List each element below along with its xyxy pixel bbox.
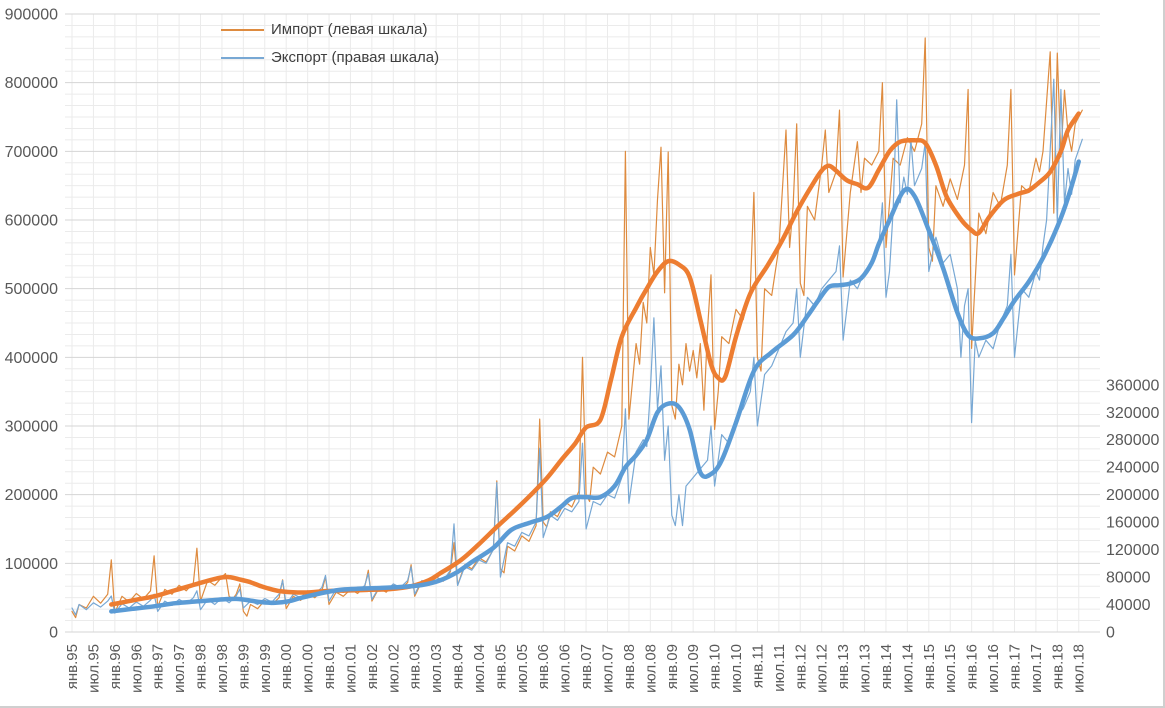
- x-tick-label: июл.04: [471, 644, 488, 693]
- series-import-trend: [109, 111, 1081, 607]
- x-tick-label: июл.03: [428, 644, 445, 693]
- x-tick-label: янв.08: [621, 644, 638, 689]
- legend-import-label: Импорт (левая шкала): [271, 21, 428, 38]
- x-tick-label: июл.08: [642, 644, 659, 693]
- series-line: [71, 78, 1083, 616]
- x-tick-label: июл.15: [942, 644, 959, 693]
- export-line-swatch: [221, 56, 264, 59]
- legend-export-label: Экспорт (правая шкала): [271, 49, 440, 66]
- y-right-tick-label: 360000: [1106, 377, 1159, 394]
- x-tick-label: июл.00: [300, 644, 317, 693]
- x-tick-label: янв.99: [235, 644, 252, 689]
- y-left-tick-label: 500000: [5, 281, 58, 298]
- x-tick-label: янв.07: [578, 644, 595, 689]
- x-tick-label: июл.98: [214, 644, 231, 693]
- x-tick-label: июл.96: [128, 644, 145, 693]
- x-tick-label: янв.13: [835, 644, 852, 689]
- y-left-tick-label: 800000: [5, 75, 58, 92]
- y-left-tick-label: 200000: [5, 487, 58, 504]
- x-tick-label: июл.07: [600, 644, 617, 693]
- x-tick-label: июл.02: [385, 644, 402, 693]
- x-tick-label: июл.13: [857, 644, 874, 693]
- x-tick-label: янв.06: [535, 644, 552, 689]
- x-tick-label: янв.04: [450, 644, 467, 689]
- x-tick-label: янв.15: [921, 644, 938, 689]
- y-right-tick-label: 40000: [1106, 597, 1151, 614]
- gridlines-minor: [65, 24, 1100, 622]
- y-right-tick-label: 160000: [1106, 515, 1159, 532]
- x-tick-label: янв.03: [407, 644, 424, 689]
- x-tick-label: июл.18: [1071, 644, 1088, 693]
- legend-item-export[interactable]: Экспорт (правая шкала): [221, 47, 439, 68]
- x-tick-label: июл.17: [1028, 644, 1045, 693]
- y-axis-right-labels: 0 40000 80000 120000 160000 200000 240000 28000…: [1106, 377, 1159, 641]
- x-tick-label: июл.10: [728, 644, 745, 693]
- x-tick-label: янв.02: [364, 644, 381, 689]
- x-tick-label: янв.97: [150, 644, 167, 689]
- y-right-tick-label: 120000: [1106, 542, 1159, 559]
- series-export-monthly: [71, 78, 1083, 616]
- x-axis-labels: янв.95 июл.95 янв.96 июл.96 янв.97 июл.97 янв.…: [64, 644, 1088, 693]
- series-line: [71, 37, 1083, 619]
- y-left-tick-label: 600000: [5, 213, 58, 230]
- x-tick-label: янв.10: [707, 644, 724, 689]
- x-tick-label: июл.06: [557, 644, 574, 693]
- y-right-tick-label: 200000: [1106, 487, 1159, 504]
- x-tick-label: янв.95: [64, 644, 81, 689]
- x-tick-label: янв.09: [664, 644, 681, 689]
- series-line: [109, 111, 1081, 607]
- y-left-tick-label: 700000: [5, 144, 58, 161]
- x-tick-label: июл.16: [985, 644, 1002, 693]
- x-tick-label: июл.97: [171, 644, 188, 693]
- x-tick-label: июл.09: [685, 644, 702, 693]
- x-tick-label: янв.05: [492, 644, 509, 689]
- series-export-trend: [109, 159, 1081, 614]
- y-right-tick-label: 0: [1106, 625, 1115, 642]
- y-left-tick-label: 0: [49, 625, 58, 642]
- y-right-tick-label: 240000: [1106, 460, 1159, 477]
- x-tick-label: янв.98: [193, 644, 210, 689]
- x-tick-label: янв.12: [792, 644, 809, 689]
- chart-legend: Импорт (левая шкала) Экспорт (правая шка…: [221, 19, 439, 68]
- y-right-tick-label: 280000: [1106, 432, 1159, 449]
- y-left-tick-label: 300000: [5, 419, 58, 436]
- x-tick-label: июл.99: [257, 644, 274, 693]
- x-tick-label: июл.01: [342, 644, 359, 693]
- y-left-tick-label: 400000: [5, 350, 58, 367]
- y-left-tick-label: 100000: [5, 556, 58, 573]
- x-tick-label: янв.96: [107, 644, 124, 689]
- x-tick-label: июл.95: [85, 644, 102, 693]
- x-tick-label: янв.00: [278, 644, 295, 689]
- x-tick-label: июл.12: [814, 644, 831, 693]
- y-right-tick-label: 320000: [1106, 405, 1159, 422]
- x-tick-label: июл.14: [899, 644, 916, 693]
- y-left-tick-label: 900000: [5, 7, 58, 24]
- x-tick-label: янв.16: [964, 644, 981, 689]
- import-line-swatch: [221, 28, 264, 31]
- x-tick-label: июл.05: [514, 644, 531, 693]
- series-import-monthly: [71, 37, 1083, 619]
- legend-item-import[interactable]: Импорт (левая шкала): [221, 19, 439, 40]
- x-tick-label: янв.11: [749, 644, 766, 688]
- x-tick-label: янв.18: [1049, 644, 1066, 689]
- y-axis-left-labels: 0 100000 200000 300000 400000 500000 600000 700…: [5, 7, 58, 642]
- x-tick-label: янв.17: [1006, 644, 1023, 689]
- x-tick-label: янв.14: [878, 644, 895, 689]
- y-right-tick-label: 80000: [1106, 570, 1151, 587]
- x-tick-label: янв.01: [321, 644, 338, 689]
- series-line: [109, 159, 1081, 614]
- x-tick-label: июл.11: [771, 644, 788, 692]
